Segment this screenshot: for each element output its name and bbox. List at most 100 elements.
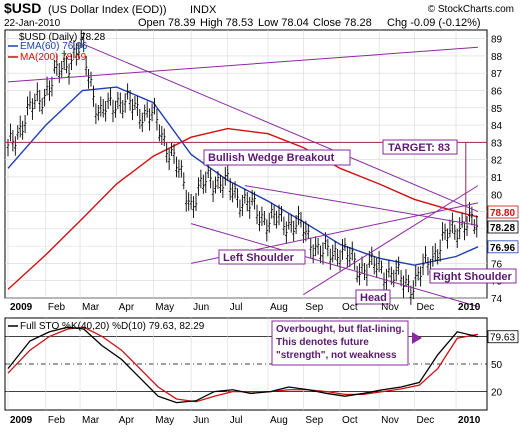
- svg-text:This denotes future: This denotes future: [276, 337, 369, 348]
- price-bar: [241, 194, 244, 217]
- price-bar: [433, 243, 437, 262]
- price-bar: [35, 82, 39, 102]
- price-bar: [245, 192, 249, 212]
- price-bar: [316, 237, 320, 255]
- annotation-wedge: Bullish Wedge Breakout: [203, 149, 351, 166]
- price-bar: [424, 246, 427, 263]
- price-bar: [104, 101, 107, 122]
- price-bar: [33, 93, 37, 110]
- price-bar: [380, 260, 383, 274]
- price-bar: [394, 259, 398, 282]
- price-y-tick-label: 82: [491, 156, 503, 167]
- price-bar: [138, 109, 142, 129]
- price-bar: [473, 219, 476, 234]
- header-high: High 78.53: [200, 17, 253, 29]
- sto-x-tick-label: Jul: [230, 415, 243, 426]
- price-series-layer: [6, 30, 479, 305]
- price-bar: [438, 239, 442, 262]
- price-bar: [267, 212, 271, 233]
- price-bar: [228, 178, 232, 201]
- price-y-tick-label: 84: [491, 121, 503, 132]
- price-x-tick-label: Jul: [230, 302, 243, 313]
- price-bar: [236, 188, 239, 208]
- price-bar: [111, 99, 115, 123]
- price-bar: [280, 205, 283, 222]
- price-bar: [97, 105, 100, 121]
- price-bar: [387, 259, 391, 278]
- svg-text:Left Shoulder: Left Shoulder: [223, 252, 295, 264]
- price-bar: [180, 160, 183, 178]
- price-bar: [172, 143, 176, 164]
- price-bar: [270, 202, 273, 219]
- price-bar: [9, 123, 12, 142]
- price-bar: [53, 59, 56, 74]
- ema-60-line: [7, 86, 479, 266]
- price-bar: [475, 215, 479, 238]
- price-bar: [204, 171, 208, 193]
- price-bar: [375, 258, 378, 278]
- price-bar: [197, 177, 200, 196]
- price-bar: [221, 176, 225, 198]
- price-bar: [372, 256, 376, 275]
- header-close: Close 78.28: [313, 17, 372, 29]
- price-bar: [72, 40, 76, 59]
- price-bar: [346, 246, 349, 267]
- price-bar: [260, 206, 264, 226]
- header-site: © StockCharts.com: [428, 4, 514, 15]
- price-bar: [358, 263, 361, 286]
- price-bar: [307, 224, 310, 239]
- price-bar: [443, 223, 447, 240]
- price-y-tick-label: 76: [491, 259, 503, 270]
- sto-x-tick-label: 2009: [10, 415, 33, 426]
- price-y-tick-label: 87: [491, 69, 503, 80]
- price-bar: [263, 210, 266, 226]
- annotation-sto-note: Overbought, but flat-lining. This denote…: [271, 320, 409, 366]
- price-bar: [65, 55, 68, 74]
- price-bar: [16, 125, 20, 140]
- price-bar: [253, 191, 256, 210]
- annotation-left-shoulder: Left Shoulder: [218, 249, 306, 265]
- price-bar: [38, 89, 42, 112]
- price-bar: [133, 95, 137, 111]
- price-bar: [402, 275, 405, 298]
- price-bar: [84, 55, 88, 76]
- price-bar: [258, 211, 261, 232]
- price-bar: [304, 220, 308, 242]
- price-bar: [289, 214, 293, 233]
- price-bar: [294, 214, 298, 235]
- price-bar: [355, 265, 359, 283]
- price-bar: [101, 98, 105, 118]
- price-bar: [265, 219, 269, 242]
- sto-x-tick-label: 2010: [458, 415, 481, 426]
- price-bar: [470, 206, 474, 226]
- price-bar: [11, 130, 15, 152]
- ema-price-label-text: 76.96: [490, 243, 515, 254]
- header-exchange: INDX: [190, 4, 217, 16]
- price-bar: [209, 168, 212, 189]
- price-y-tick-label: 88: [491, 52, 503, 63]
- price-bar: [160, 126, 164, 145]
- price-bar: [119, 92, 122, 114]
- price-x-tick-label: Mar: [82, 302, 100, 313]
- svg-text:TARGET: 83: TARGET: 83: [388, 142, 450, 154]
- annotation-head: Head: [355, 289, 391, 305]
- price-bar: [92, 85, 95, 107]
- price-bar: [21, 120, 24, 140]
- price-bar: [463, 221, 466, 241]
- price-bar: [82, 32, 85, 53]
- header-open: Open 78.39: [138, 17, 196, 29]
- close-price-label: 78.28: [487, 220, 519, 234]
- price-bar: [409, 285, 413, 305]
- price-bar: [153, 97, 156, 115]
- price-bar: [319, 245, 322, 264]
- price-x-tick-label: 2010: [458, 302, 481, 313]
- price-bar: [397, 256, 400, 275]
- price-bar: [145, 101, 149, 118]
- header-chg: Chg -0.09 (-0.12%): [387, 17, 481, 29]
- price-bar: [158, 124, 161, 142]
- price-bar: [140, 112, 144, 133]
- price-x-tick-label: Dec: [417, 302, 435, 313]
- price-bar: [150, 103, 154, 122]
